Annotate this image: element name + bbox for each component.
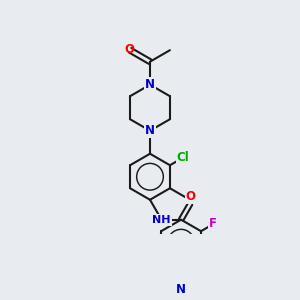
Text: N: N (145, 124, 155, 137)
Text: O: O (185, 190, 195, 203)
Text: Cl: Cl (176, 151, 189, 164)
Text: F: F (209, 217, 217, 230)
Text: N: N (176, 283, 186, 296)
Text: NH: NH (152, 215, 171, 225)
Text: N: N (145, 78, 155, 91)
Text: O: O (124, 43, 134, 56)
